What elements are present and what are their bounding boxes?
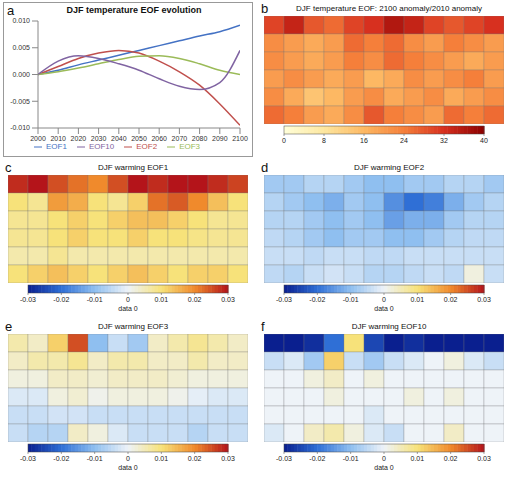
svg-text:16: 16 (360, 137, 368, 144)
svg-text:data 0: data 0 (374, 464, 394, 471)
svg-text:-0.02: -0.02 (309, 296, 325, 303)
svg-text:0: 0 (126, 296, 130, 303)
svg-text:-0.02: -0.02 (53, 296, 69, 303)
svg-text:2060: 2060 (151, 135, 167, 142)
svg-text:0.01: 0.01 (155, 296, 169, 303)
svg-text:0.03: 0.03 (477, 455, 491, 462)
svg-text:-0.01: -0.01 (87, 296, 103, 303)
svg-text:-0.01: -0.01 (87, 455, 103, 462)
svg-text:0.03: 0.03 (221, 296, 235, 303)
svg-text:data 0: data 0 (374, 305, 394, 312)
svg-text:-0.03: -0.03 (20, 455, 36, 462)
html-text:b: b (261, 1, 269, 16)
svg-text:32: 32 (440, 137, 448, 144)
svg-text:-0.005: -0.005 (10, 98, 30, 105)
svg-text:0: 0 (382, 296, 386, 303)
svg-text:0: 0 (282, 137, 286, 144)
svg-text:-0.02: -0.02 (309, 455, 325, 462)
html-text:EOF2: EOF2 (136, 142, 158, 151)
html-text:DJF warming EOF2: DJF warming EOF2 (353, 163, 425, 172)
html-text:DJF temperature EOF evolution: DJF temperature EOF evolution (66, 5, 202, 15)
svg-text:-0.01: -0.01 (343, 296, 359, 303)
html-text:EOF10: EOF10 (88, 142, 115, 151)
svg-text:0.005: 0.005 (12, 44, 30, 51)
svg-text:-0.03: -0.03 (20, 296, 36, 303)
html-text:c: c (5, 160, 12, 175)
svg-text:2080: 2080 (192, 135, 208, 142)
svg-text:data 0: data 0 (118, 464, 138, 471)
html-text:d: d (261, 160, 269, 175)
html-text:DJF warming EOF1: DJF warming EOF1 (97, 163, 169, 172)
svg-text:-0.01: -0.01 (343, 455, 359, 462)
html-text:EOF1: EOF1 (46, 142, 67, 151)
svg-text:0.010: 0.010 (12, 17, 30, 24)
svg-text:8: 8 (322, 137, 326, 144)
svg-text:-0.03: -0.03 (276, 296, 292, 303)
svg-text:2040: 2040 (111, 135, 127, 142)
svg-text:0: 0 (126, 455, 130, 462)
svg-text:2100: 2100 (232, 135, 248, 142)
svg-text:0.01: 0.01 (411, 296, 425, 303)
html-text:a: a (7, 3, 15, 18)
svg-text:0.02: 0.02 (188, 455, 202, 462)
svg-text:-0.010: -0.010 (10, 124, 30, 131)
svg-text:-0.02: -0.02 (53, 455, 69, 462)
svg-text:0.03: 0.03 (477, 296, 491, 303)
svg-text:0.03: 0.03 (221, 455, 235, 462)
svg-text:40: 40 (480, 137, 488, 144)
svg-text:0.02: 0.02 (188, 296, 202, 303)
svg-text:2050: 2050 (131, 135, 147, 142)
html-text:EOF3: EOF3 (179, 142, 200, 151)
svg-text:2010: 2010 (50, 135, 66, 142)
svg-text:0: 0 (382, 455, 386, 462)
svg-text:2030: 2030 (91, 135, 107, 142)
svg-text:0.000: 0.000 (12, 71, 30, 78)
html-text:DJF temperature EOF: 2100 anom: DJF temperature EOF: 2100 anomaly/2010 a… (296, 4, 482, 13)
html-text:e: e (5, 319, 13, 334)
svg-text:24: 24 (400, 137, 408, 144)
svg-text:0.01: 0.01 (411, 455, 425, 462)
svg-text:0.02: 0.02 (444, 296, 458, 303)
html-text:DJF warming EOF10: DJF warming EOF10 (351, 322, 427, 331)
svg-text:-0.03: -0.03 (276, 455, 292, 462)
svg-text:0.02: 0.02 (444, 455, 458, 462)
html-text:DJF warming EOF3: DJF warming EOF3 (97, 322, 169, 331)
svg-text:2020: 2020 (71, 135, 87, 142)
svg-text:data 0: data 0 (118, 305, 138, 312)
svg-text:2090: 2090 (212, 135, 228, 142)
svg-text:2000: 2000 (30, 135, 46, 142)
svg-text:2070: 2070 (172, 135, 188, 142)
html-text:f: f (261, 319, 265, 334)
svg-text:0.01: 0.01 (155, 455, 169, 462)
